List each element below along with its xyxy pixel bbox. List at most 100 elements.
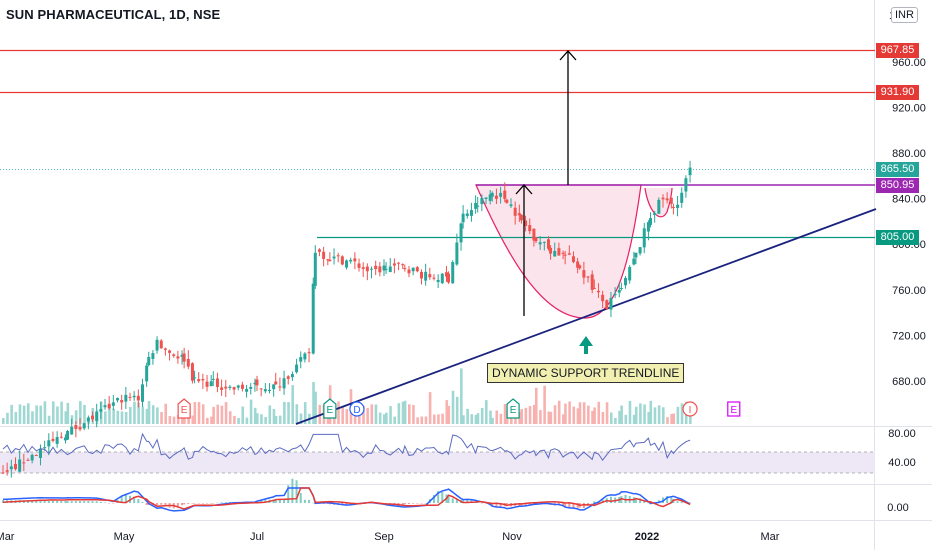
currency-badge[interactable]: INR [891,7,918,23]
volume-bar [557,400,561,424]
volume-bar [451,390,455,424]
volume-bar [543,385,546,424]
volume-bar [618,410,621,424]
event-marker [727,401,741,417]
candle-body [524,220,528,227]
time-tick-label: May [114,531,135,543]
candle-body [546,239,550,249]
candle-body [82,423,86,429]
candle-body [484,197,488,199]
candle-body [18,459,22,472]
volume-bar [312,382,315,424]
candle-body [428,274,432,278]
volume-bar [591,410,594,424]
volume-bar [191,415,195,424]
macd-histogram-bar [609,496,612,503]
volume-bar [460,368,463,424]
volume-bar [268,405,272,424]
volume-bar [26,403,30,424]
candle-body [228,386,232,388]
candle-body [613,293,617,296]
price-tick-label: 920.00 [892,102,926,114]
candle-body [332,256,336,259]
candle-body [596,290,600,293]
candle-body [70,426,74,435]
macd-histogram-bar [60,500,63,503]
candle-body [232,387,236,390]
candle-body [340,256,344,265]
candle-body [95,411,99,421]
volume-bar [643,404,646,424]
macd-histogram-bar [407,503,410,505]
volume-bar [503,404,507,424]
volume-bar [245,417,249,424]
volume-bar [661,407,665,424]
volume-bar [634,406,638,424]
candle-body [503,190,507,199]
candle-body [669,197,673,204]
signal-line [2,487,691,510]
volume-bar [534,387,538,424]
volume-bar [299,413,303,424]
candle-body [326,259,330,261]
candle-body [488,194,492,201]
volume-bar [145,408,149,424]
volume-bar [295,404,299,424]
macd-histogram-bar [480,503,483,504]
macd-histogram-bar [216,502,219,504]
volume-bar [666,417,669,424]
macd-histogram-bar [137,498,140,503]
volume-bar [572,406,576,424]
candle-body [628,267,632,281]
candle-body [176,356,180,359]
volume-bar [60,401,63,424]
volume-bar [64,411,68,424]
macd-histogram-bar [568,503,571,509]
volume-bar [66,402,70,424]
candle-body [107,403,111,409]
macd-histogram-bar [91,501,94,503]
volume-bar [216,404,220,424]
candle-body [317,249,321,252]
price-tick-label: 840.00 [892,194,926,206]
candle-body [215,378,219,387]
candle-body [461,213,465,223]
price-tick-label: 960.00 [892,57,926,69]
event-marker [323,398,337,419]
volume-bar [441,413,444,424]
price-label-865-50: 865.50 [876,162,919,177]
candle-body [272,384,276,390]
candle-body [74,424,78,430]
candle-body [190,363,194,381]
volume-bar [74,410,78,424]
candle-body [370,268,374,270]
volume-bar [476,413,480,424]
price-tick-label: 720.00 [892,330,926,342]
candle-body [274,381,278,385]
candle-body [103,405,107,408]
volume-bar [620,405,623,424]
volume-bar [253,407,257,424]
volume-bar [628,400,632,424]
volume-bar [337,401,340,424]
macd-histogram-bar [591,503,594,504]
horizontal-levels [0,49,875,474]
candle-body [132,395,136,398]
volume-bar [462,415,465,424]
volume-bar [79,401,82,424]
volume-bar [156,407,159,424]
volume-bar [653,407,657,424]
macd-histogram-bar [201,503,204,504]
candle-body [159,340,163,349]
macd-histogram-bar [447,496,450,503]
candle-body [22,462,26,464]
volume-bar [341,406,344,424]
volume-bar [568,401,571,424]
price-label-850-95: 850.95 [876,178,919,193]
volume-bar [485,400,488,424]
macd-histogram-bar [56,500,59,503]
macd-histogram-bar [104,502,107,504]
candle-body [91,415,95,420]
